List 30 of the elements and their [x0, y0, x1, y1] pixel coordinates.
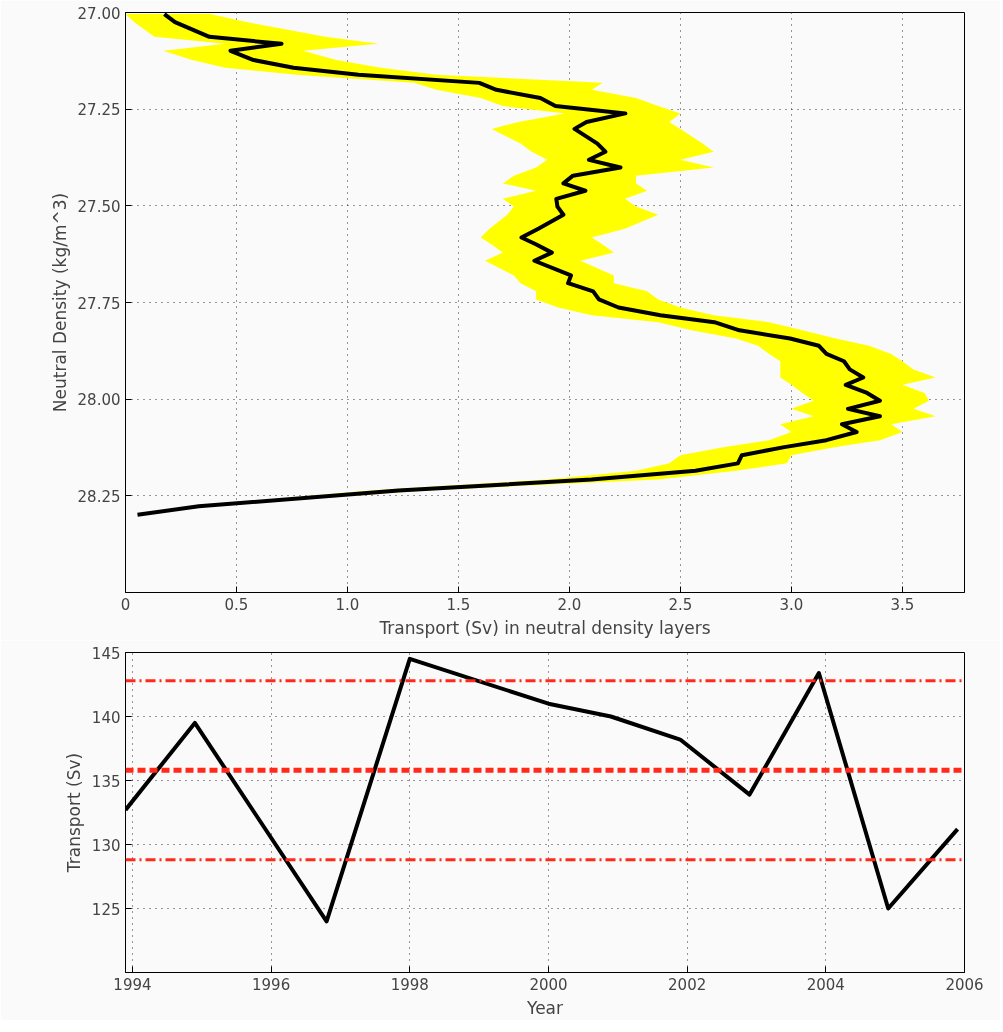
x-tick-label: 1.5 [446, 595, 471, 614]
y-tick-label: 28.25 [77, 487, 121, 506]
y-tick-label: 27.00 [77, 4, 121, 23]
x-tick-label: 3.5 [890, 595, 915, 614]
x-tick-label: 0.5 [224, 595, 249, 614]
y-tick-label: 27.25 [77, 101, 121, 120]
x-tick-label: 3.0 [779, 595, 804, 614]
y-tick-label: 140 [91, 708, 121, 727]
y-tick-label: 145 [91, 644, 121, 663]
x-tick-label: 1996 [252, 975, 291, 994]
y-axis-title: Neutral Density (kg/m^3) [49, 192, 70, 413]
x-tick-label: 1994 [113, 975, 152, 994]
x-tick-label: 1998 [390, 975, 429, 994]
y-tick-label: 130 [91, 836, 121, 855]
x-tick-label: 2004 [806, 975, 845, 994]
x-tick-label: 2006 [945, 975, 984, 994]
y-axis-title: Transport (Sv) [63, 752, 84, 874]
x-axis-title: Transport (Sv) in neutral density layers [378, 617, 711, 638]
x-tick-label: 0 [120, 595, 131, 614]
x-tick-label: 2000 [529, 975, 568, 994]
x-axis-title: Year [526, 997, 564, 1018]
y-tick-label: 135 [91, 772, 121, 791]
x-tick-label: 1.0 [335, 595, 360, 614]
y-tick-label: 27.75 [77, 294, 121, 313]
y-tick-label: 28.00 [77, 391, 121, 410]
y-tick-label: 125 [91, 900, 121, 919]
x-tick-label: 2.5 [668, 595, 693, 614]
x-tick-label: 2.0 [557, 595, 582, 614]
x-tick-label: 2002 [668, 975, 707, 994]
y-tick-label: 27.50 [77, 197, 121, 216]
